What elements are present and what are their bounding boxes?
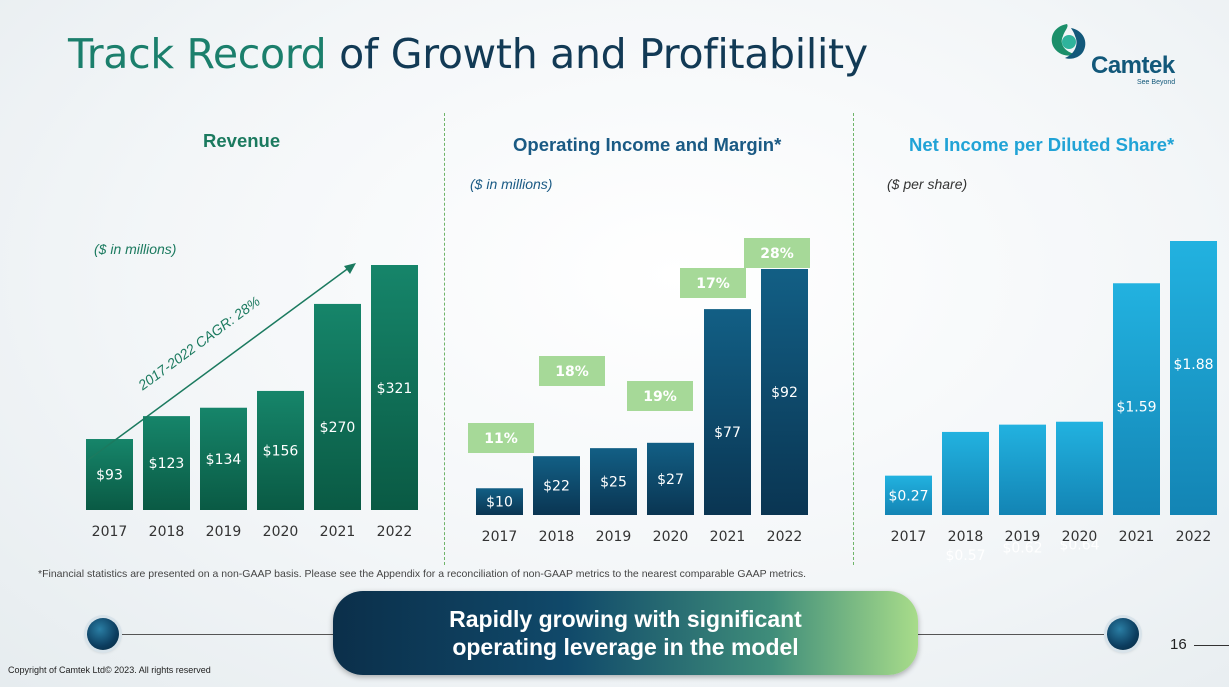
revenue-data-label: $321 bbox=[377, 381, 413, 397]
eps-chart-title: Net Income per Diluted Share* bbox=[909, 134, 1175, 155]
copyright: Copyright of Camtek Ltd© 2023. All right… bbox=[8, 665, 211, 675]
page-title: Track Record of Growth and Profitability bbox=[68, 30, 868, 78]
eps-tick-label: 2022 bbox=[1176, 529, 1212, 545]
logo-name: Camtek bbox=[1091, 52, 1175, 79]
chart-divider bbox=[444, 113, 445, 565]
operating-bar bbox=[476, 488, 523, 515]
operating-unit: ($ in millions) bbox=[470, 176, 553, 192]
chart-divider bbox=[853, 113, 854, 565]
eps-data-label: $1.88 bbox=[1173, 357, 1213, 373]
margin-label-box bbox=[627, 381, 693, 411]
revenue-tick-label: 2019 bbox=[206, 524, 242, 540]
page-number: 16 bbox=[1170, 636, 1187, 653]
eps-tick-label: 2020 bbox=[1062, 529, 1098, 545]
eps-unit: ($ per share) bbox=[887, 176, 968, 192]
revenue-bar bbox=[86, 439, 133, 510]
revenue-tick-label: 2021 bbox=[320, 524, 356, 540]
revenue-bar bbox=[314, 303, 361, 510]
operating-bar bbox=[590, 448, 637, 515]
revenue-unit: ($ in millions) bbox=[94, 241, 177, 257]
banner-line-right bbox=[918, 634, 1108, 635]
eps-bar bbox=[1170, 241, 1217, 515]
margin-label: 28% bbox=[760, 246, 794, 262]
eps-data-label: $0.57 bbox=[945, 548, 985, 564]
revenue-data-label: $270 bbox=[320, 420, 356, 436]
revenue-data-label: $156 bbox=[263, 443, 299, 459]
logo-tagline: See Beyond bbox=[1137, 79, 1176, 86]
operating-data-label: $92 bbox=[771, 385, 798, 401]
revenue-data-label: $134 bbox=[206, 452, 242, 468]
margin-label-box bbox=[680, 268, 746, 298]
revenue-chart-title: Revenue bbox=[203, 130, 281, 151]
operating-chart-title: Operating Income and Margin* bbox=[513, 134, 782, 155]
operating-data-label: $27 bbox=[657, 472, 684, 488]
eps-bar bbox=[942, 431, 989, 515]
operating-bar bbox=[704, 309, 751, 515]
margin-label: 18% bbox=[555, 364, 589, 380]
eps-bar bbox=[1056, 421, 1103, 515]
operating-tick-label: 2021 bbox=[710, 529, 746, 545]
revenue-bar bbox=[371, 265, 418, 510]
eps-data-label: $1.59 bbox=[1116, 399, 1156, 415]
revenue-tick-label: 2020 bbox=[263, 524, 299, 540]
banner-line-2: operating leverage in the model bbox=[452, 634, 799, 660]
operating-tick-label: 2019 bbox=[596, 529, 632, 545]
revenue-tick-label: 2022 bbox=[377, 524, 413, 540]
eps-tick-label: 2019 bbox=[1005, 529, 1041, 545]
revenue-data-label: $123 bbox=[149, 456, 185, 472]
camtek-logo: Camtek See Beyond bbox=[1045, 20, 1190, 90]
eps-data-label: $0.62 bbox=[1002, 541, 1042, 557]
operating-data-label: $77 bbox=[714, 425, 741, 441]
eps-bar bbox=[1113, 283, 1160, 515]
operating-bar bbox=[533, 456, 580, 515]
revenue-bar bbox=[143, 416, 190, 510]
decorative-dot-right bbox=[1107, 618, 1139, 650]
operating-data-label: $25 bbox=[600, 475, 627, 491]
operating-bar bbox=[647, 442, 694, 515]
revenue-tick-label: 2017 bbox=[92, 524, 128, 540]
margin-label-box bbox=[539, 356, 605, 386]
page-number-line bbox=[1194, 645, 1229, 646]
operating-data-label: $10 bbox=[486, 495, 513, 511]
camtek-logo-icon bbox=[1051, 24, 1086, 59]
operating-tick-label: 2018 bbox=[539, 529, 575, 545]
margin-label: 11% bbox=[484, 431, 518, 447]
revenue-bar bbox=[200, 407, 247, 510]
cagr-arrow-head bbox=[344, 263, 356, 274]
cagr-arrow-line bbox=[87, 266, 351, 461]
banner-line-left bbox=[120, 634, 333, 635]
operating-tick-label: 2022 bbox=[767, 529, 803, 545]
operating-tick-label: 2020 bbox=[653, 529, 689, 545]
operating-tick-label: 2017 bbox=[482, 529, 518, 545]
title-highlight: Track Record bbox=[68, 30, 327, 78]
title-rest: of Growth and Profitability bbox=[339, 30, 868, 78]
revenue-bar bbox=[257, 390, 304, 510]
eps-data-label: $0.64 bbox=[1059, 538, 1099, 554]
revenue-tick-label: 2018 bbox=[149, 524, 185, 540]
key-message-banner: Rapidly growing with significant operati… bbox=[333, 591, 918, 675]
eps-bar bbox=[885, 475, 932, 515]
banner-line-1: Rapidly growing with significant bbox=[449, 606, 802, 632]
revenue-data-label: $93 bbox=[96, 468, 123, 484]
eps-tick-label: 2021 bbox=[1119, 529, 1155, 545]
operating-bar bbox=[761, 269, 808, 515]
eps-bar bbox=[999, 424, 1046, 515]
decorative-dot-left bbox=[87, 618, 119, 650]
eps-data-label: $0.27 bbox=[888, 488, 928, 504]
margin-label: 17% bbox=[696, 276, 730, 292]
eps-tick-label: 2017 bbox=[891, 529, 927, 545]
operating-data-label: $22 bbox=[543, 479, 570, 495]
eps-tick-label: 2018 bbox=[948, 529, 984, 545]
footnote: *Financial statistics are presented on a… bbox=[38, 568, 807, 580]
margin-label-box bbox=[744, 238, 810, 268]
margin-label: 19% bbox=[643, 389, 677, 405]
margin-label-box bbox=[468, 423, 534, 453]
